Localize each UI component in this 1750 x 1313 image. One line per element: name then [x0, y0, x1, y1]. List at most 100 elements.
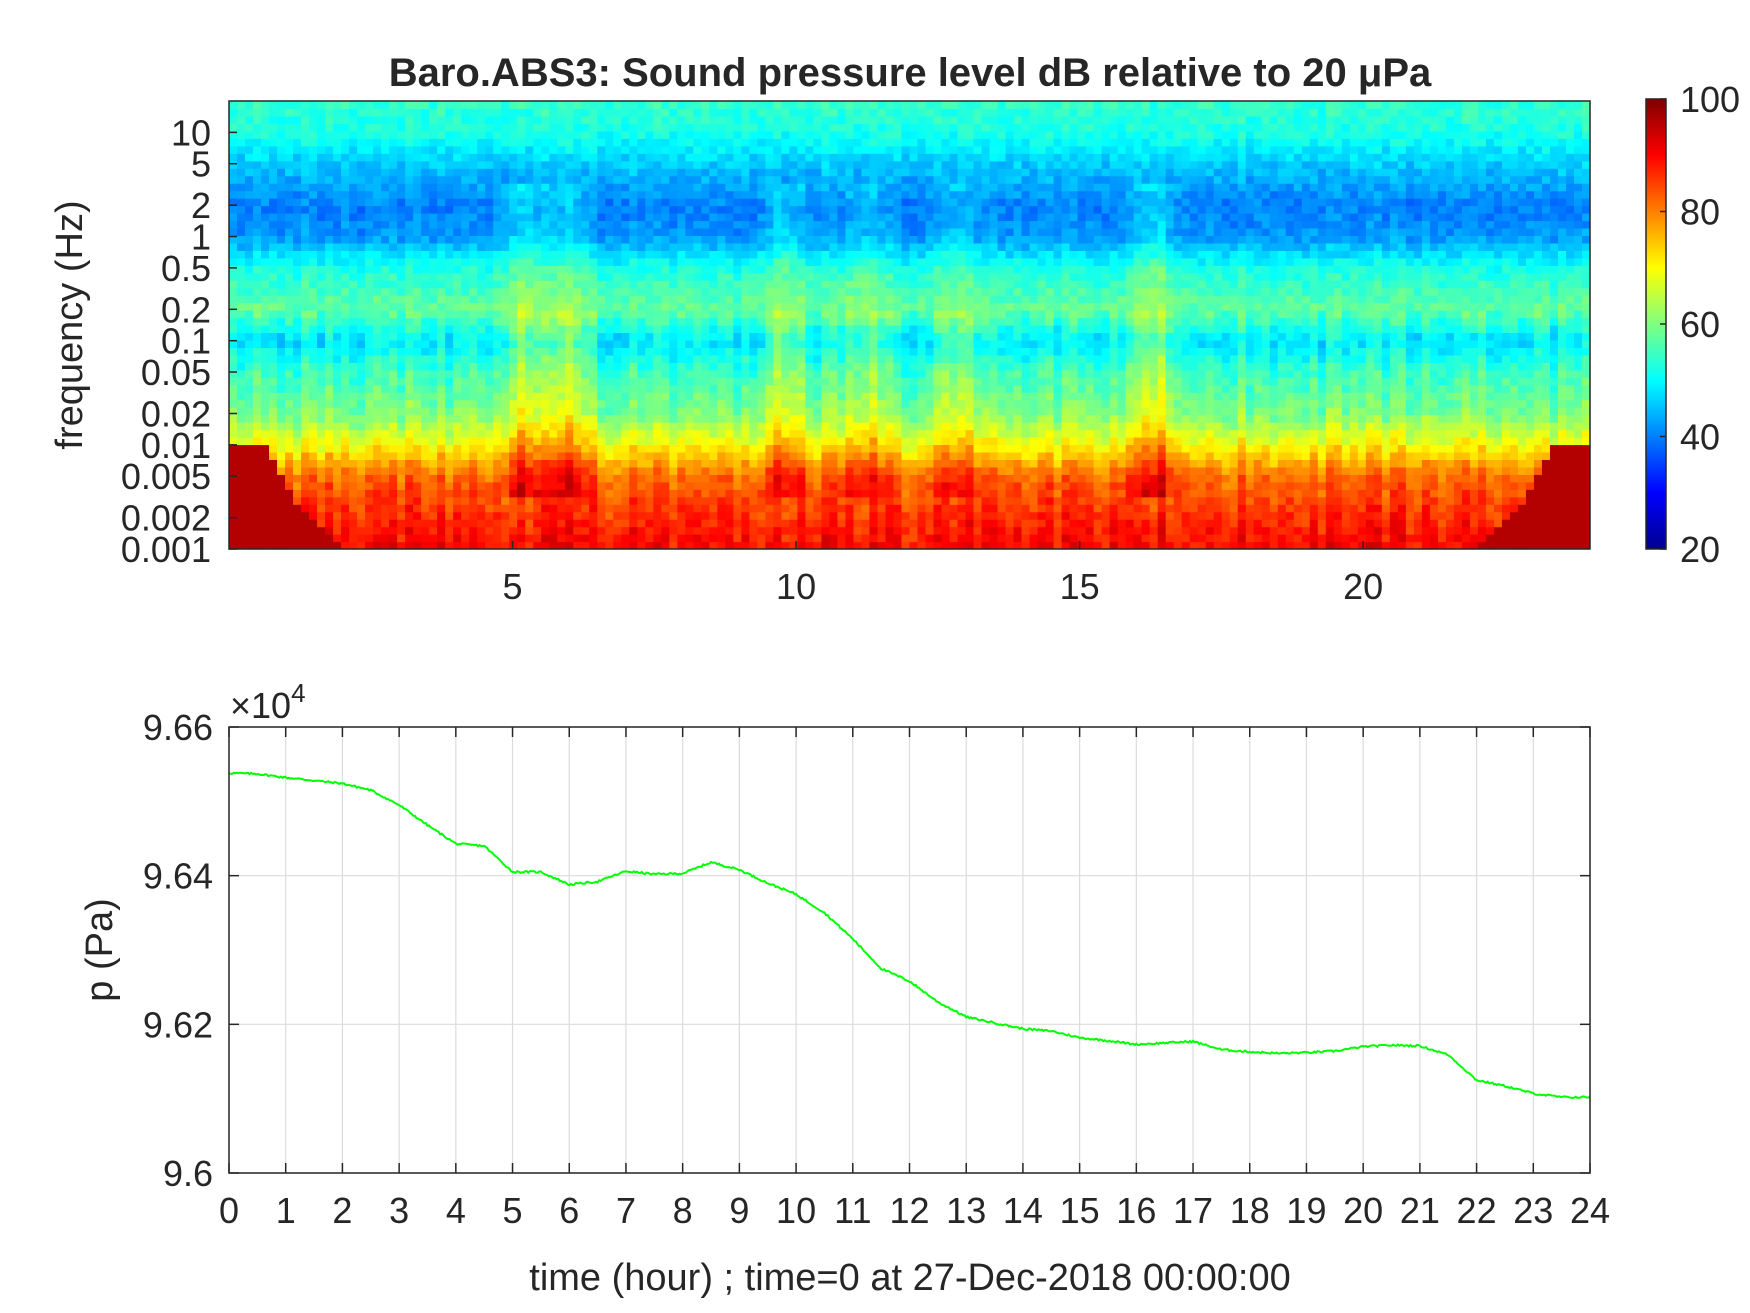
- heatmap-cell: [741, 444, 750, 453]
- heatmap-cell: [445, 130, 454, 139]
- heatmap-cell: [413, 369, 422, 378]
- heatmap-cell: [253, 377, 262, 386]
- heatmap-cell: [629, 183, 638, 192]
- heatmap-cell: [245, 101, 254, 110]
- heatmap-cell: [741, 511, 750, 520]
- heatmap-cell: [317, 190, 326, 199]
- heatmap-cell: [557, 250, 566, 259]
- heatmap-cell: [821, 474, 831, 483]
- heatmap-cell: [621, 272, 630, 281]
- heatmap-cell: [229, 407, 238, 416]
- heatmap-cell: [237, 295, 246, 304]
- heatmap-cell: [837, 332, 847, 341]
- heatmap-cell: [453, 339, 462, 348]
- heatmap-cell: [765, 496, 774, 505]
- heatmap-cell: [717, 429, 726, 438]
- heatmap-cell: [517, 459, 526, 468]
- heatmap-cell: [269, 183, 278, 192]
- heatmap-cell: [317, 123, 326, 132]
- heatmap-cell: [237, 235, 246, 244]
- heatmap-cell: [413, 437, 422, 446]
- heatmap-cell: [589, 145, 598, 154]
- heatmap-cell: [461, 489, 470, 498]
- heatmap-cell: [309, 325, 318, 334]
- heatmap-cell: [349, 183, 358, 192]
- heatmap-cell: [285, 354, 294, 363]
- heatmap-cell: [469, 160, 478, 169]
- heatmap-cell: [453, 429, 462, 438]
- heatmap-cell: [765, 519, 774, 528]
- heatmap-cell: [597, 377, 606, 386]
- heatmap-cell: [461, 235, 470, 244]
- heatmap-cell: [821, 332, 831, 341]
- heatmap-cell: [789, 354, 799, 363]
- heatmap-cell: [653, 422, 662, 431]
- heatmap-cell: [653, 466, 662, 475]
- heatmap-cell: [357, 459, 366, 468]
- heatmap-cell: [357, 220, 366, 229]
- heatmap-cell: [389, 399, 398, 408]
- heatmap-cell: [365, 115, 374, 124]
- heatmap-cell: [837, 272, 847, 281]
- heatmap-cell: [517, 429, 526, 438]
- heatmap-cell: [829, 384, 839, 393]
- heatmap-cell: [797, 287, 807, 296]
- heatmap-cell: [861, 519, 871, 528]
- heatmap-cell: [525, 115, 534, 124]
- heatmap-cell: [789, 205, 799, 214]
- heatmap-cell: [557, 295, 566, 304]
- heatmap-cell: [405, 414, 414, 423]
- heatmap-cell: [693, 175, 702, 184]
- heatmap-cell: [301, 123, 310, 132]
- heatmap-cell: [573, 198, 582, 207]
- heatmap-cell: [525, 451, 534, 460]
- heatmap-cell: [293, 190, 302, 199]
- heatmap-cell: [829, 198, 839, 207]
- heatmap-cell: [837, 138, 847, 147]
- heatmap-cell: [885, 325, 895, 334]
- heatmap-cell: [477, 101, 486, 110]
- heatmap-cell: [565, 481, 574, 490]
- heatmap-cell: [677, 332, 686, 341]
- heatmap-cell: [429, 541, 438, 549]
- heatmap-cell: [677, 384, 686, 393]
- heatmap-cell: [293, 183, 302, 192]
- heatmap-cell: [805, 317, 815, 326]
- heatmap-cell: [509, 138, 518, 147]
- heatmap-cell: [533, 123, 542, 132]
- heatmap-cell: [717, 220, 726, 229]
- heatmap-cell: [573, 369, 582, 378]
- heatmap-cell: [405, 250, 414, 259]
- heatmap-cell: [877, 295, 887, 304]
- heatmap-cell: [581, 183, 590, 192]
- heatmap-cell: [741, 459, 750, 468]
- heatmap-cell: [269, 265, 278, 274]
- heatmap-cell: [637, 347, 646, 356]
- heatmap-cell: [365, 101, 374, 110]
- heatmap-cell: [597, 115, 606, 124]
- heatmap-cell: [797, 101, 807, 110]
- heatmap-cell: [589, 317, 598, 326]
- heatmap-cell: [605, 235, 614, 244]
- heatmap-cell: [341, 392, 350, 401]
- heatmap-cell: [253, 496, 262, 505]
- heatmap-cell: [461, 534, 470, 543]
- heatmap-cell: [525, 183, 534, 192]
- heatmap-cell: [821, 115, 831, 124]
- heatmap-cell: [845, 310, 855, 319]
- heatmap-cell: [805, 422, 815, 431]
- heatmap-cell: [613, 265, 622, 274]
- heatmap-cell: [565, 384, 574, 393]
- heatmap-cell: [757, 220, 766, 229]
- heatmap-cell: [285, 190, 294, 199]
- heatmap-cell: [757, 347, 766, 356]
- heatmap-cell: [669, 123, 678, 132]
- heatmap-cell: [765, 347, 774, 356]
- heatmap-cell: [813, 190, 823, 199]
- heatmap-cell: [549, 183, 558, 192]
- heatmap-cell: [757, 332, 766, 341]
- heatmap-cell: [709, 287, 718, 296]
- heatmap-cell: [285, 362, 294, 371]
- heatmap-cell: [373, 295, 382, 304]
- heatmap-cell: [277, 317, 286, 326]
